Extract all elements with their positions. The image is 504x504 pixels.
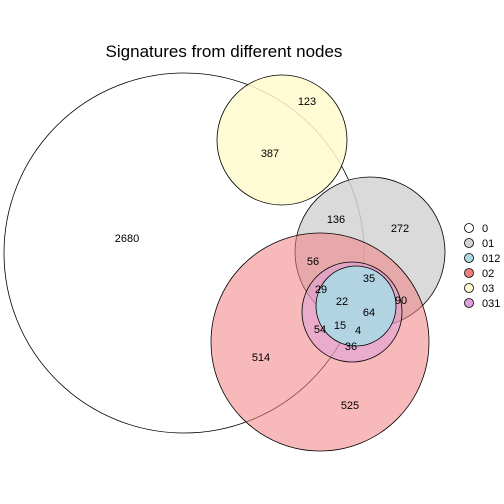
legend-label-02: 02 bbox=[482, 268, 494, 280]
legend-swatch-012 bbox=[464, 253, 474, 263]
region-count-0-02-031: 54 bbox=[314, 324, 326, 336]
legend-swatch-0 bbox=[464, 223, 474, 233]
region-count-02-only: 525 bbox=[341, 400, 359, 412]
region-count-012-02: 4 bbox=[355, 325, 361, 337]
region-count-core-a: 22 bbox=[336, 296, 348, 308]
legend: 0 01 012 02 03 031 bbox=[464, 223, 500, 310]
legend-swatch-02 bbox=[464, 268, 474, 278]
legend-label-03: 03 bbox=[482, 283, 494, 295]
region-count-0-only: 2680 bbox=[115, 233, 139, 245]
legend-label-0: 0 bbox=[482, 223, 488, 235]
legend-swatch-03 bbox=[464, 283, 474, 293]
region-count-core-b: 64 bbox=[363, 307, 375, 319]
region-count-01-02-031: 35 bbox=[363, 273, 375, 285]
region-count-0-01: 136 bbox=[327, 214, 345, 226]
legend-swatch-031 bbox=[464, 298, 474, 308]
region-count-0-02-012: 15 bbox=[334, 320, 346, 332]
legend-swatch-01 bbox=[464, 238, 474, 248]
region-count-01-only: 272 bbox=[391, 223, 409, 235]
set-circle-012 bbox=[315, 265, 397, 347]
region-count-0-02: 514 bbox=[252, 352, 270, 364]
set-circle-03 bbox=[216, 74, 348, 206]
legend-label-012: 012 bbox=[482, 253, 500, 265]
region-count-01-02: 90 bbox=[395, 295, 407, 307]
region-count-02-031: 36 bbox=[345, 341, 357, 353]
region-count-03-only: 123 bbox=[298, 96, 316, 108]
legend-label-01: 01 bbox=[482, 238, 494, 250]
region-count-0-01-031: 29 bbox=[315, 284, 327, 296]
region-count-0-01-02: 56 bbox=[307, 256, 319, 268]
legend-label-031: 031 bbox=[482, 298, 500, 310]
chart-title: Signatures from different nodes bbox=[106, 42, 343, 61]
region-count-0-03: 387 bbox=[261, 148, 279, 160]
